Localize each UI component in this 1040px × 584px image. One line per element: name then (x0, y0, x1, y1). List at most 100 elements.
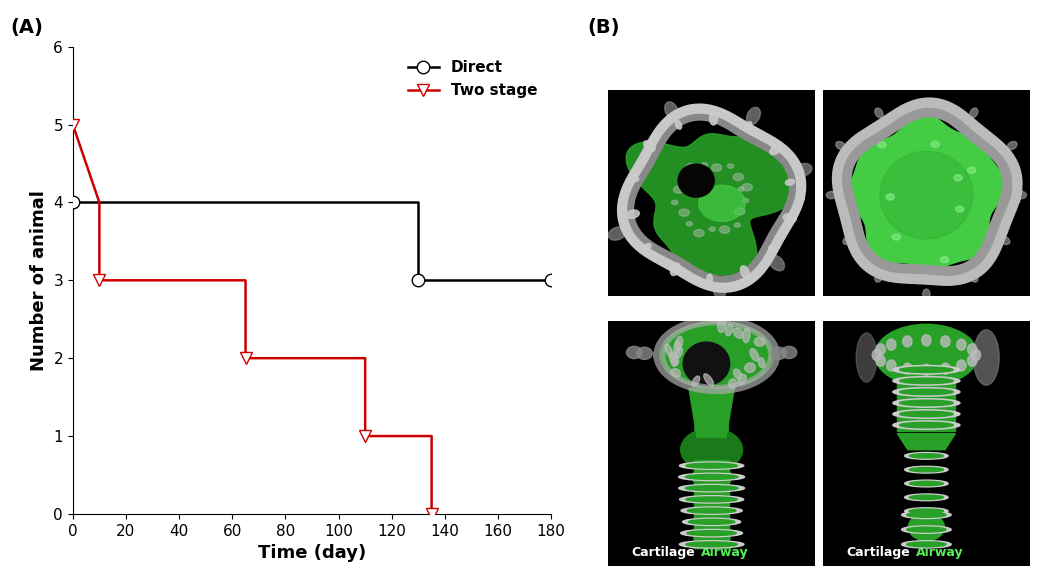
Legend: Direct, Two stage: Direct, Two stage (402, 54, 544, 104)
Ellipse shape (900, 422, 954, 428)
Ellipse shape (907, 527, 946, 532)
Ellipse shape (608, 227, 626, 240)
Ellipse shape (729, 379, 736, 388)
Ellipse shape (644, 141, 655, 151)
Ellipse shape (794, 164, 812, 176)
Ellipse shape (907, 512, 946, 517)
Ellipse shape (909, 509, 943, 513)
Y-axis label: Number of animal: Number of animal (30, 190, 48, 371)
Ellipse shape (750, 349, 759, 361)
Ellipse shape (685, 474, 738, 479)
Ellipse shape (685, 542, 737, 547)
Circle shape (941, 336, 950, 347)
Ellipse shape (905, 494, 948, 500)
Ellipse shape (681, 507, 743, 515)
Ellipse shape (783, 214, 797, 223)
Ellipse shape (908, 513, 944, 541)
Ellipse shape (900, 378, 954, 384)
Ellipse shape (671, 369, 680, 377)
Ellipse shape (679, 541, 744, 548)
Ellipse shape (733, 369, 742, 379)
Ellipse shape (826, 192, 836, 199)
Ellipse shape (626, 210, 640, 218)
Circle shape (971, 349, 981, 360)
Ellipse shape (743, 199, 749, 203)
Ellipse shape (909, 495, 943, 499)
Ellipse shape (678, 164, 714, 197)
Ellipse shape (900, 411, 954, 417)
Circle shape (876, 344, 885, 355)
Ellipse shape (892, 399, 960, 407)
Ellipse shape (629, 176, 639, 182)
Text: Airway: Airway (916, 546, 964, 559)
Ellipse shape (769, 255, 784, 271)
Ellipse shape (727, 164, 733, 168)
Ellipse shape (1016, 192, 1026, 199)
Ellipse shape (836, 141, 846, 150)
Ellipse shape (707, 274, 712, 283)
Ellipse shape (679, 462, 744, 470)
Ellipse shape (769, 246, 777, 253)
Ellipse shape (1000, 237, 1010, 245)
Circle shape (887, 339, 896, 350)
Ellipse shape (720, 226, 730, 233)
Ellipse shape (679, 485, 745, 492)
Ellipse shape (671, 263, 680, 276)
Ellipse shape (909, 468, 943, 472)
Ellipse shape (679, 473, 745, 481)
Ellipse shape (718, 317, 726, 332)
Ellipse shape (743, 328, 750, 343)
Ellipse shape (892, 366, 960, 374)
Ellipse shape (905, 453, 948, 459)
Ellipse shape (686, 164, 697, 171)
Ellipse shape (754, 338, 764, 346)
Circle shape (957, 339, 966, 350)
Ellipse shape (670, 352, 679, 366)
Ellipse shape (907, 542, 946, 547)
Ellipse shape (734, 223, 740, 227)
Text: (A): (A) (10, 18, 44, 37)
Ellipse shape (681, 530, 743, 537)
Ellipse shape (856, 333, 877, 382)
Ellipse shape (711, 164, 722, 171)
Ellipse shape (643, 244, 651, 251)
Ellipse shape (694, 230, 704, 237)
Ellipse shape (713, 280, 726, 299)
Ellipse shape (909, 481, 943, 486)
Ellipse shape (967, 167, 976, 173)
Polygon shape (850, 114, 1006, 269)
Text: (B): (B) (588, 18, 620, 37)
Ellipse shape (892, 234, 901, 240)
Polygon shape (626, 134, 796, 276)
Ellipse shape (902, 541, 952, 548)
Ellipse shape (931, 141, 939, 147)
Ellipse shape (737, 374, 746, 385)
Ellipse shape (675, 120, 681, 129)
Ellipse shape (900, 389, 954, 395)
Circle shape (873, 349, 882, 360)
Ellipse shape (740, 266, 750, 279)
Polygon shape (898, 434, 956, 450)
Circle shape (903, 363, 912, 374)
Text: Airway: Airway (701, 546, 749, 559)
Ellipse shape (875, 324, 978, 386)
Ellipse shape (709, 112, 718, 125)
Ellipse shape (771, 347, 786, 359)
Ellipse shape (970, 108, 978, 117)
Ellipse shape (770, 144, 782, 155)
Ellipse shape (704, 374, 713, 386)
Circle shape (967, 344, 977, 355)
Ellipse shape (733, 328, 744, 338)
Ellipse shape (688, 519, 735, 524)
Ellipse shape (734, 208, 745, 215)
Ellipse shape (892, 410, 960, 418)
Ellipse shape (747, 107, 760, 125)
Ellipse shape (973, 330, 999, 385)
Ellipse shape (665, 102, 678, 120)
Ellipse shape (900, 367, 954, 373)
Ellipse shape (905, 480, 948, 487)
Ellipse shape (725, 324, 733, 336)
Ellipse shape (970, 273, 978, 282)
Ellipse shape (674, 341, 680, 354)
Bar (694, 460, 729, 548)
